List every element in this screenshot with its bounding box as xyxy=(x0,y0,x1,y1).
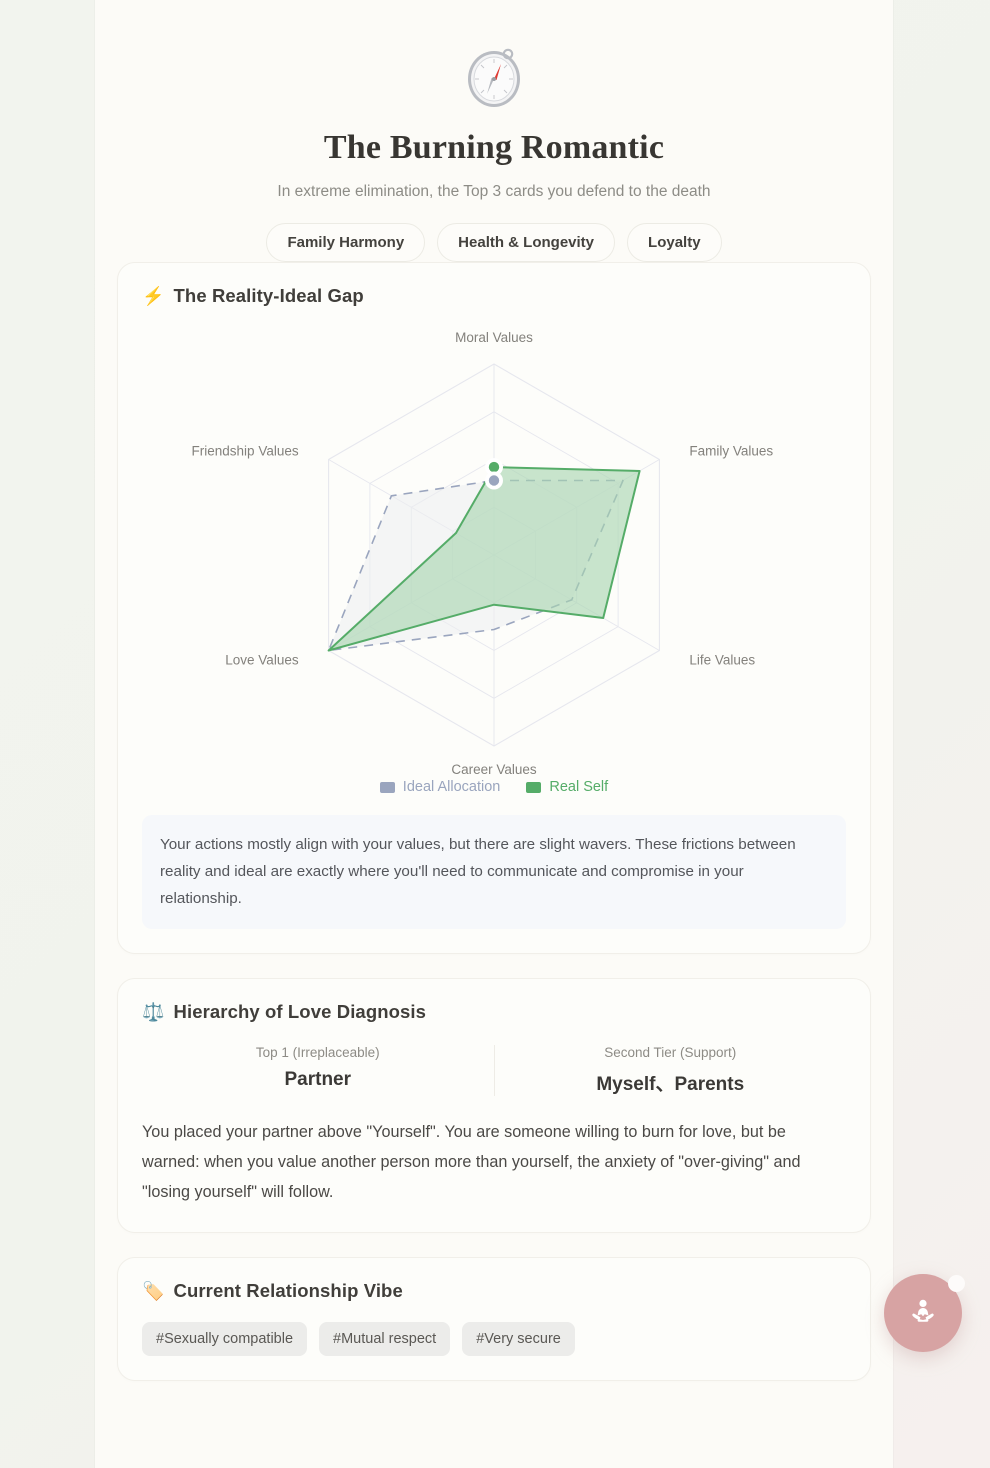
legend-item-real[interactable]: Real Self xyxy=(526,779,608,795)
radar-axis-label: Love Values xyxy=(225,653,299,668)
radar-chart: Moral Values Family Values Life Values Care… xyxy=(142,315,846,785)
hero-subtitle: In extreme elimination, the Top 3 cards … xyxy=(277,183,711,201)
vibe-tag-list: #Sexually compatible #Mutual respect #Ve… xyxy=(142,1322,846,1357)
hierarchy-card-header: ⚖️ Hierarchy of Love Diagnosis xyxy=(142,1001,846,1023)
hierarchy-column-top1: Top 1 (Irreplaceable) Partner xyxy=(142,1045,495,1097)
reality-ideal-gap-card: ⚡ The Reality-Ideal Gap Moral Values Fami… xyxy=(117,262,871,955)
radar-chart-svg: Moral Values Family Values Life Values Care… xyxy=(192,330,774,777)
radar-axis-label: Career Values xyxy=(451,762,537,777)
relationship-vibe-card: 🏷️ Current Relationship Vibe #Sexually c… xyxy=(117,1257,871,1382)
hierarchy-columns: Top 1 (Irreplaceable) Partner Second Tie… xyxy=(142,1045,847,1097)
legend-label: Real Self xyxy=(549,779,609,796)
compass-icon xyxy=(468,48,520,107)
legend-label: Ideal Allocation xyxy=(402,779,501,796)
legend-swatch xyxy=(379,781,395,793)
chart-legend: Ideal Allocation Real Self xyxy=(142,779,846,795)
gap-note-text: Your actions mostly align with your valu… xyxy=(142,815,846,930)
legend-swatch xyxy=(526,781,542,793)
hierarchy-caption: Top 1 (Irreplaceable) xyxy=(255,1045,380,1061)
gap-card-header: ⚡ The Reality-Ideal Gap xyxy=(142,285,846,307)
radar-axis-label: Moral Values xyxy=(455,330,533,345)
top-cards-chip-list: Family Harmony Health & Longevity Loyalt… xyxy=(95,223,893,263)
vibe-card-title: Current Relationship Vibe xyxy=(173,1280,403,1302)
radar-axis-label: Friendship Values xyxy=(192,444,299,459)
hero-section: The Burning Romantic In extreme eliminat… xyxy=(95,0,893,263)
hierarchy-caption: Second Tier (Support) xyxy=(604,1045,737,1061)
vibe-tag[interactable]: #Mutual respect xyxy=(319,1322,451,1357)
top-card-chip[interactable]: Health & Longevity xyxy=(437,223,616,263)
radar-axis-label: Life Values xyxy=(689,653,755,668)
radar-highlight-dots xyxy=(485,458,503,490)
top-card-chip[interactable]: Loyalty xyxy=(627,223,722,263)
radar-data-dot[interactable] xyxy=(488,475,500,486)
meditation-icon xyxy=(912,1299,934,1322)
hierarchy-paragraph: You placed your partner above "Yourself"… xyxy=(142,1123,801,1202)
vibe-tag[interactable]: #Sexually compatible xyxy=(142,1322,308,1357)
hierarchy-value: Myself、Parents xyxy=(596,1074,745,1096)
hierarchy-column-second: Second Tier (Support) Myself、Parents xyxy=(495,1045,847,1096)
hierarchy-value: Partner xyxy=(284,1069,352,1091)
legend-item-ideal[interactable]: Ideal Allocation xyxy=(379,779,501,796)
scales-icon: ⚖️ xyxy=(142,1002,165,1023)
fab-notification-badge xyxy=(948,1275,965,1292)
radar-axis-label: Family Values xyxy=(689,444,773,459)
radar-series-real-self xyxy=(327,466,641,652)
app-panel: The Burning Romantic In extreme eliminat… xyxy=(95,0,893,1468)
radar-axis-labels: Moral Values Family Values Life Values Care… xyxy=(192,330,774,777)
hierarchy-of-love-card: ⚖️ Hierarchy of Love Diagnosis Top 1 (Ir… xyxy=(117,978,871,1234)
vibe-tag[interactable]: #Very secure xyxy=(462,1322,575,1357)
vibe-card-header: 🏷️ Current Relationship Vibe xyxy=(142,1280,846,1302)
gap-card-title: The Reality-Ideal Gap xyxy=(173,285,364,307)
top-card-chip[interactable]: Family Harmony xyxy=(266,223,426,263)
hierarchy-card-title: Hierarchy of Love Diagnosis xyxy=(173,1001,427,1023)
page-title: The Burning Romantic xyxy=(323,129,665,166)
tag-icon: 🏷️ xyxy=(142,1281,165,1302)
radar-series-group xyxy=(327,466,641,652)
lightning-icon: ⚡ xyxy=(142,286,165,307)
radar-data-dot[interactable] xyxy=(488,461,500,473)
